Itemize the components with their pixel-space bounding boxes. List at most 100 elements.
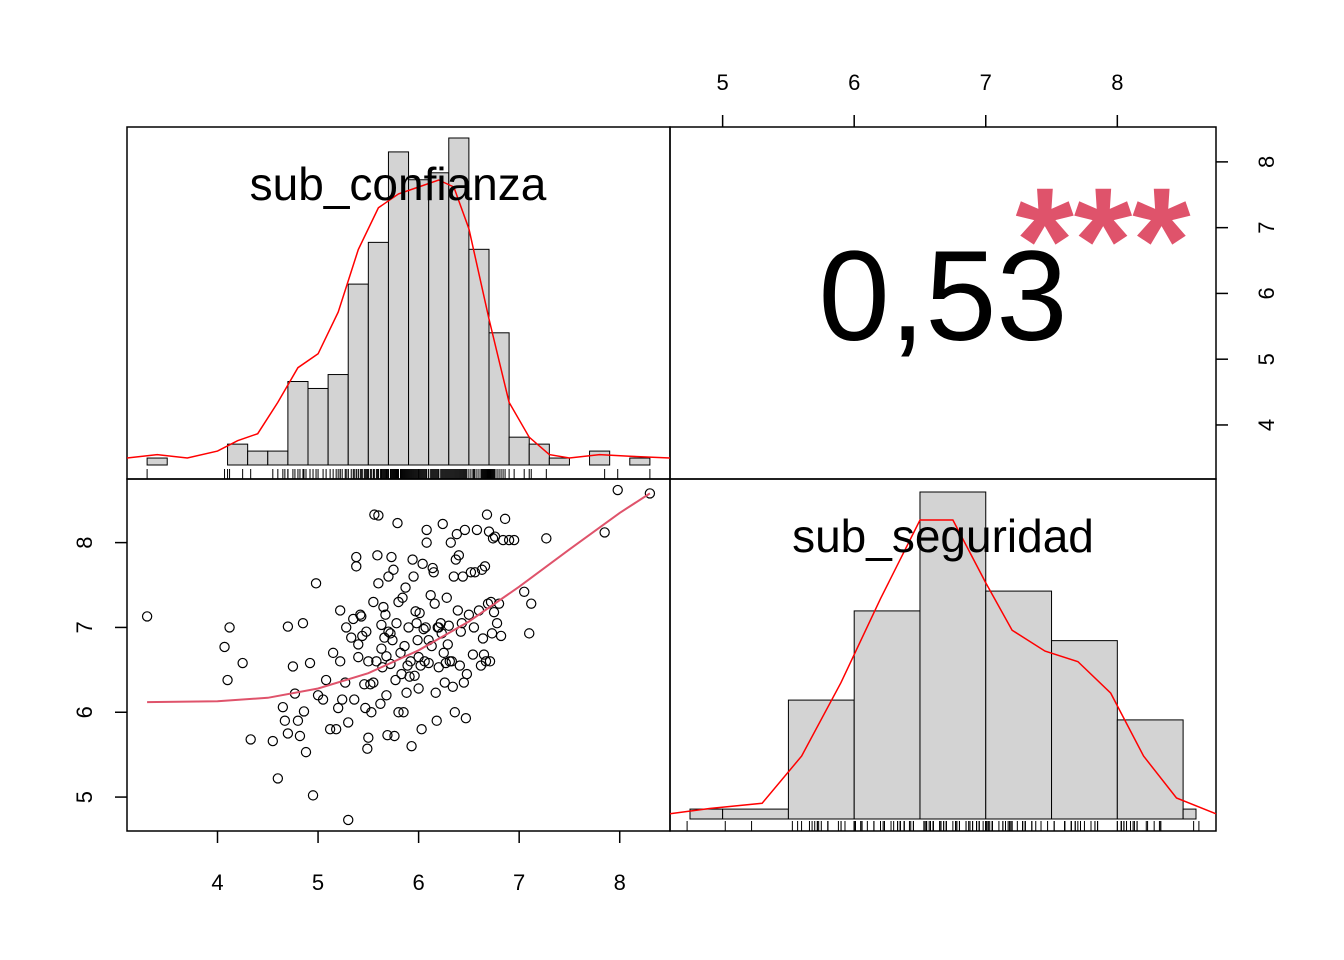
- scatter-point: [438, 647, 449, 659]
- scatter-point: [399, 640, 410, 652]
- scatter-point: [382, 729, 393, 741]
- scatter-point: [376, 619, 387, 631]
- x-tick-label-bottom: 6: [412, 870, 424, 895]
- scatter-point: [409, 670, 420, 681]
- scatter-point: [351, 551, 362, 563]
- hist-bar-seguridad: [722, 808, 789, 820]
- scatter-point: [479, 561, 491, 572]
- x-tick-label-top: 8: [1111, 70, 1123, 95]
- x-tick-label-bottom: 4: [211, 870, 223, 895]
- scatter-point: [503, 534, 515, 546]
- scatter-point: [524, 628, 535, 639]
- scatter-point: [599, 527, 610, 538]
- scatter-point: [300, 746, 312, 758]
- scatter-point: [373, 578, 384, 589]
- scatter-point: [487, 533, 499, 544]
- hist-bar-confianza: [508, 436, 530, 466]
- scatter-point: [369, 509, 380, 520]
- scatter-point: [383, 571, 394, 582]
- hist-bar-seguridad: [919, 491, 987, 820]
- scatter-point: [362, 743, 373, 754]
- scatter-point: [365, 679, 376, 690]
- scatter-point: [404, 671, 415, 682]
- hist-bar-confianza: [267, 450, 289, 466]
- scatter-point: [392, 517, 403, 529]
- y-axis-right: 4 5 6 7 8: [1216, 156, 1279, 431]
- scatter-points: [141, 484, 656, 826]
- hist-bar-confianza: [146, 457, 168, 466]
- scatter-point: [454, 660, 466, 671]
- scatter-point: [453, 550, 465, 561]
- scatter-point: [277, 701, 289, 713]
- scatter-point: [443, 620, 454, 631]
- x-tick-label-bottom: 8: [614, 870, 626, 895]
- scatter-point: [460, 712, 472, 724]
- hist-bar-seguridad: [853, 610, 921, 820]
- scatter-point: [495, 630, 507, 642]
- hist-bar-confianza: [468, 248, 490, 466]
- scatter-point: [389, 730, 400, 742]
- scatter-point: [334, 605, 346, 616]
- scatter-point: [372, 550, 383, 561]
- rug-seguridad: [686, 821, 1200, 831]
- scatter-point: [356, 611, 367, 622]
- x-tick-label-top: 5: [717, 70, 729, 95]
- scatter-point: [320, 674, 332, 686]
- scatter-point: [480, 656, 492, 667]
- scatter-point: [361, 626, 372, 637]
- scatter-point: [451, 528, 463, 540]
- scatter-point: [371, 656, 382, 667]
- scatter-point: [476, 564, 488, 575]
- scatter-point: [380, 609, 391, 620]
- x-axis-bottom: 4 5 6 7 8: [211, 831, 626, 895]
- scatter-point: [445, 537, 456, 548]
- scatter-point: [391, 617, 402, 629]
- scatter-point: [373, 510, 384, 521]
- scatter-point: [447, 681, 458, 693]
- scatter-point: [304, 657, 316, 669]
- hist-bar-confianza: [589, 450, 611, 466]
- hist-bar-seguridad: [1116, 719, 1184, 820]
- scatter-point: [467, 649, 479, 660]
- scatter-point: [412, 634, 423, 646]
- y-tick-label-right: 5: [1254, 353, 1279, 365]
- scatter-point: [407, 554, 418, 565]
- scatter-point: [375, 698, 386, 709]
- hist-bar-confianza: [629, 457, 651, 466]
- scatter-point: [446, 656, 457, 667]
- hist-bar-confianza: [488, 332, 510, 466]
- variable-label-confianza: sub_confianza: [250, 158, 547, 210]
- scatter-point: [418, 623, 429, 635]
- scatter-point: [381, 690, 392, 701]
- scatter-point: [279, 715, 291, 726]
- scatter-point: [499, 513, 511, 525]
- scatter-point: [417, 558, 428, 570]
- correlation-value: 0,53: [818, 225, 1067, 368]
- scatter-point: [353, 639, 364, 650]
- scatter-point: [324, 724, 336, 735]
- significance-stars: ***: [1015, 156, 1191, 324]
- scatter-point: [439, 677, 450, 688]
- scatter-point: [141, 611, 153, 622]
- scatter-point: [298, 706, 310, 717]
- scatter-point: [334, 656, 346, 667]
- scatter-point: [363, 656, 374, 667]
- y-tick-label-right: 8: [1254, 156, 1279, 168]
- scatter-point: [541, 533, 552, 544]
- histogram-confianza-bars: [146, 137, 651, 466]
- scatter-point: [518, 586, 530, 598]
- scatter-point: [388, 564, 399, 575]
- scatter-point: [469, 567, 481, 578]
- hist-bar-confianza: [327, 374, 349, 466]
- hist-bar-confianza: [428, 172, 450, 466]
- scatter-point: [378, 601, 389, 613]
- scatter-point: [346, 632, 357, 643]
- scatter-point: [427, 562, 438, 574]
- scatter-point: [408, 571, 419, 582]
- hist-bar-seguridad: [1182, 808, 1197, 820]
- scatter-point: [484, 656, 496, 667]
- scatter-point: [428, 567, 439, 578]
- scatter-point: [401, 687, 412, 698]
- scatter-point: [297, 617, 309, 629]
